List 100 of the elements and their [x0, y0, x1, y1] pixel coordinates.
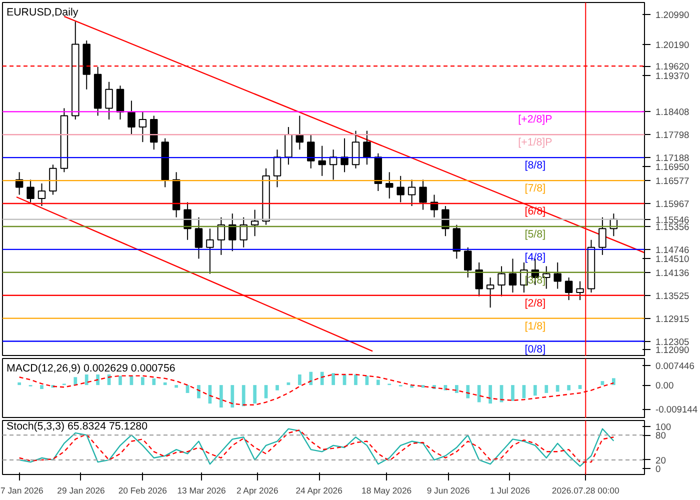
candlestick	[206, 228, 214, 274]
y-tick-label: 1.12305	[656, 336, 690, 347]
x-tick-label: 13 Mar 2026	[177, 486, 226, 496]
bar	[488, 385, 492, 404]
candlestick	[340, 138, 348, 173]
candlestick	[419, 179, 427, 210]
candlestick	[564, 277, 573, 301]
y-tick-label: 1.12090	[656, 344, 690, 355]
candlestick	[363, 130, 371, 166]
annotation: [2/8]	[524, 297, 546, 310]
y-tick-label: 1.16950	[656, 162, 690, 172]
candlestick	[273, 149, 282, 188]
candlestick	[228, 213, 236, 252]
ref-line-label: 2026.07.28 00:00	[552, 486, 620, 496]
bar	[242, 385, 246, 406]
candlestick	[26, 179, 34, 203]
annotation: [1/8]	[524, 320, 546, 332]
annotation: [6/8]	[524, 206, 546, 218]
y-tick-label: 1.20190	[656, 40, 690, 50]
candlestick	[284, 126, 292, 166]
y-tick-label: 1.19620	[656, 62, 690, 72]
bar	[567, 385, 570, 390]
candlestick	[598, 216, 606, 256]
x-tick-label: 24 Apr 2026	[296, 486, 343, 496]
bar	[152, 378, 156, 386]
x-tick-label: 1 Jul 2026	[490, 486, 530, 496]
bar	[544, 385, 548, 393]
bar	[556, 385, 560, 392]
y-tick-label: 0.007446	[656, 360, 694, 371]
x-tick-label: 9 Jun 2026	[426, 486, 470, 496]
bar	[454, 385, 458, 393]
y-tick-label: 100	[656, 422, 672, 432]
bar	[332, 373, 335, 386]
candlestick	[307, 134, 315, 169]
annotation: [4/8]	[524, 251, 546, 264]
candlestick	[116, 85, 124, 120]
bar	[511, 385, 514, 401]
candlestick	[475, 262, 483, 297]
bar	[477, 385, 481, 402]
bar	[253, 385, 256, 404]
y-tick-label: 1.12915	[656, 314, 690, 324]
candlestick	[318, 145, 326, 176]
bar	[354, 374, 358, 386]
bar	[522, 385, 526, 398]
bar	[309, 372, 313, 386]
candlestick	[498, 266, 506, 297]
bar	[376, 380, 380, 386]
candlestick	[408, 179, 416, 207]
candlestick	[396, 175, 404, 203]
y-tick-label: 1.13525	[656, 290, 690, 301]
annotation: [5/8]	[524, 228, 546, 240]
chart-title: Stoch(5,3,3) 65.8324 75.1280	[6, 420, 148, 432]
x-tick-label: 20 Feb 2026	[118, 486, 168, 496]
bar	[18, 382, 22, 386]
y-tick-label: 1.17188	[656, 153, 690, 164]
candlestick	[576, 280, 584, 301]
candlestick	[352, 130, 360, 169]
bar	[40, 385, 44, 390]
bar	[163, 382, 167, 386]
y-tick-label: 0.00	[656, 380, 674, 391]
candlestick	[386, 172, 394, 199]
candlestick	[250, 209, 259, 237]
candlestick	[49, 164, 57, 196]
bar	[466, 385, 470, 398]
candlestick	[105, 81, 113, 120]
bar	[84, 374, 88, 386]
bar	[533, 385, 537, 396]
candlestick	[38, 182, 46, 207]
chart-title: MACD(12,26,9) 0.002629 0.000756	[6, 362, 176, 374]
y-tick-label: 1.16577	[656, 176, 690, 186]
y-tick-label: 1.14510	[656, 254, 690, 264]
candlestick	[217, 216, 226, 256]
bar	[140, 377, 144, 386]
annotation: [0/8]	[524, 343, 546, 356]
y-tick-label: -0.009144	[656, 404, 698, 415]
bar	[264, 385, 268, 398]
annotation: [8/8]	[524, 160, 546, 172]
y-tick-label: 0	[656, 464, 661, 474]
y-tick-label: 1.20990	[656, 10, 690, 20]
annotation: [7/8]	[524, 182, 546, 195]
candlestick	[150, 115, 158, 150]
x-tick-label: 2 Apr 2026	[236, 486, 278, 496]
y-tick-label: 1.17798	[656, 130, 690, 140]
bar	[96, 374, 100, 386]
candlestick	[138, 111, 147, 143]
bar	[74, 377, 78, 386]
y-tick-label: 1.14746	[656, 244, 690, 255]
candlestick	[240, 216, 248, 248]
chart-title: EURUSD,Daily	[6, 6, 79, 18]
candlestick	[128, 100, 136, 136]
y-tick-label: 20	[656, 455, 666, 466]
bar	[600, 381, 604, 386]
y-tick-label: 1.19370	[656, 70, 690, 81]
x-tick-label: 7 Jan 2026	[0, 486, 44, 496]
bar	[612, 378, 616, 386]
bar	[230, 385, 234, 408]
bar	[174, 385, 178, 388]
y-tick-label: 1.14136	[656, 268, 690, 278]
bar	[320, 372, 324, 386]
bar	[118, 376, 122, 386]
